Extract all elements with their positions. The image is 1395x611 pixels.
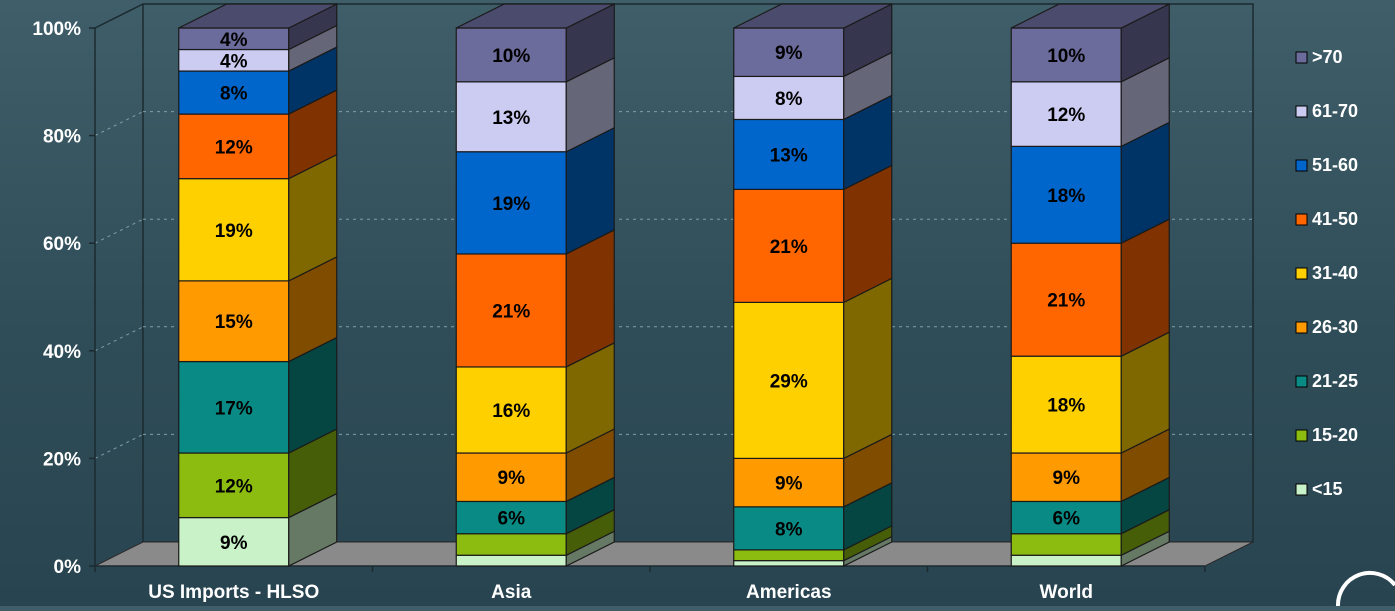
x-category-label: World <box>1040 582 1093 603</box>
bar-segment-side <box>843 277 893 460</box>
data-label: 4% <box>220 51 248 72</box>
bar-segment <box>1010 355 1122 454</box>
y-tick-label: 100% <box>32 19 81 40</box>
bar-segment <box>178 280 290 363</box>
y-tick-label: 0% <box>54 557 82 578</box>
legend-label: 31-40 <box>1312 263 1358 283</box>
data-label: 8% <box>775 89 803 110</box>
legend-swatch <box>1295 105 1308 118</box>
data-label: 15% <box>215 312 253 333</box>
gridline-side <box>94 326 144 352</box>
data-label: 6% <box>498 509 526 530</box>
gridline-side <box>94 433 144 459</box>
bar-segment <box>455 366 567 454</box>
x-category-label: Asia <box>491 582 532 603</box>
legend-label: 51-60 <box>1312 155 1358 175</box>
bar-segment <box>455 27 567 83</box>
legend-swatch <box>1295 51 1308 64</box>
y-tick-label: 20% <box>43 449 81 470</box>
logo-icon <box>1335 570 1395 607</box>
data-label: 18% <box>1047 396 1085 417</box>
bar-top-face <box>455 3 615 29</box>
data-label: 21% <box>1047 291 1085 312</box>
bar-segment <box>733 506 845 551</box>
bar-segment <box>733 549 845 562</box>
y-tick-label: 60% <box>43 234 81 255</box>
gridline-side <box>94 111 144 137</box>
side-wall-top-edge <box>94 3 144 29</box>
data-label: 21% <box>492 301 530 322</box>
legend-label: 15-20 <box>1312 425 1358 445</box>
legend-swatch <box>1295 483 1308 496</box>
data-label: 18% <box>1047 186 1085 207</box>
x-category-label: US Imports - HLSO <box>148 582 319 603</box>
data-label: 8% <box>775 519 803 540</box>
bar-segment <box>1010 81 1122 147</box>
bar-top-face <box>733 3 893 29</box>
bar-segment <box>455 151 567 255</box>
bar-segment <box>733 75 845 121</box>
data-label: 16% <box>492 401 530 422</box>
gridline-side <box>94 218 144 244</box>
bar-segment <box>733 457 845 508</box>
bar-segment <box>733 301 845 460</box>
bar-segment <box>178 70 290 115</box>
bar-segment <box>455 500 567 535</box>
bar-segment <box>1010 533 1122 556</box>
legend-swatch <box>1295 375 1308 388</box>
data-label: 10% <box>1047 46 1085 67</box>
y-tick-label: 80% <box>43 127 81 148</box>
x-category-label: Americas <box>746 582 832 603</box>
bar-segment <box>1010 27 1122 83</box>
data-label: 10% <box>492 46 530 67</box>
bar-segment <box>1010 242 1122 357</box>
data-label: 21% <box>770 237 808 258</box>
bar-segment <box>733 188 845 303</box>
y-tick-label: 40% <box>43 342 81 363</box>
data-label: 12% <box>215 137 253 158</box>
legend-label: 26-30 <box>1312 317 1358 337</box>
data-label: 12% <box>215 476 253 497</box>
bar-segment <box>178 178 290 282</box>
bar-segment <box>1010 145 1122 244</box>
bar-segment <box>455 554 567 567</box>
bar-segment <box>178 113 290 180</box>
data-label: 9% <box>220 533 248 554</box>
bar-segment <box>733 560 845 567</box>
legend-swatch <box>1295 321 1308 334</box>
data-label: 19% <box>492 194 530 215</box>
data-label: 9% <box>775 43 803 64</box>
legend-swatch <box>1295 159 1308 172</box>
bar-segment <box>178 360 290 454</box>
legend-swatch <box>1295 267 1308 280</box>
data-label: 17% <box>215 398 253 419</box>
data-label: 13% <box>492 108 530 129</box>
bar-top-face <box>178 3 338 29</box>
data-label: 9% <box>498 468 526 489</box>
data-label: 8% <box>220 84 248 105</box>
legend-label: >70 <box>1312 47 1343 67</box>
bar-segment <box>455 533 567 556</box>
bar-segment <box>1010 554 1122 567</box>
legend-label: <15 <box>1312 479 1343 499</box>
bar-top-face <box>1010 3 1170 29</box>
data-label: 9% <box>1053 468 1081 489</box>
legend-label: 61-70 <box>1312 101 1358 121</box>
legend-label: 41-50 <box>1312 209 1358 229</box>
bar-segment <box>178 452 290 519</box>
data-label: 12% <box>1047 105 1085 126</box>
legend-swatch <box>1295 429 1308 442</box>
data-label: 9% <box>775 474 803 495</box>
data-label: 13% <box>770 145 808 166</box>
data-label: 29% <box>770 371 808 392</box>
data-label: 19% <box>215 221 253 242</box>
data-label: 4% <box>220 30 248 51</box>
legend-label: 21-25 <box>1312 371 1358 391</box>
legend-swatch <box>1295 213 1308 226</box>
data-label: 6% <box>1053 509 1081 530</box>
